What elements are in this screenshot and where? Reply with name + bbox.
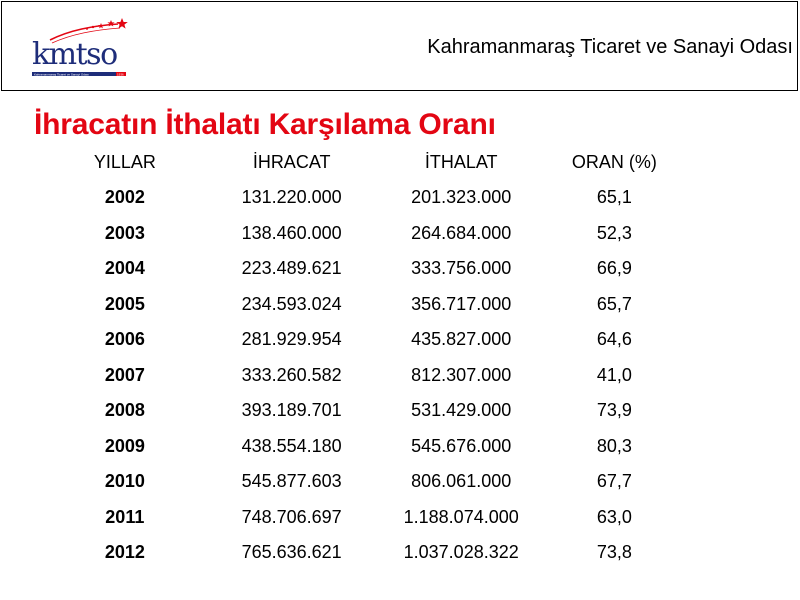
- export-cell: 333.260.582: [241, 364, 342, 385]
- import-cell: 1.188.074.000: [403, 506, 519, 527]
- export-cell: 748.706.697: [241, 506, 342, 527]
- table-row: 2004 223.489.621 333.756.000 66,9: [70, 251, 710, 287]
- organization-name: Kahramanmaraş Ticaret ve Sanayi Odası: [427, 36, 793, 58]
- table-row: 2008 393.189.701 531.429.000 73,9: [70, 393, 710, 429]
- year-cell: 2007: [104, 364, 145, 385]
- import-cell: 264.684.000: [411, 222, 512, 243]
- header-import: İTHALAT: [424, 152, 498, 172]
- export-cell: 545.877.603: [241, 471, 342, 492]
- ratio-cell: 64,6: [596, 329, 632, 350]
- table-row: 2005 234.593.024 356.717.000 65,7: [70, 287, 710, 323]
- year-cell: 2010: [104, 471, 145, 492]
- import-cell: 806.061.000: [411, 471, 512, 492]
- year-cell: 2008: [104, 400, 145, 421]
- svg-text:1936: 1936: [117, 72, 124, 76]
- ratio-cell: 73,8: [596, 542, 632, 563]
- import-cell: 333.756.000: [411, 258, 512, 279]
- table-row: 2009 438.554.180 545.676.000 80,3: [70, 429, 710, 465]
- header-years: YILLAR: [93, 152, 156, 172]
- year-cell: 2011: [105, 506, 145, 527]
- ratio-cell: 63,0: [596, 506, 632, 527]
- ratio-cell: 41,0: [596, 364, 632, 385]
- export-cell: 438.554.180: [241, 435, 342, 456]
- year-cell: 2012: [104, 542, 145, 563]
- header-export: İHRACAT: [252, 152, 331, 172]
- export-cell: 281.929.954: [241, 329, 342, 350]
- header-ratio: ORAN (%): [571, 152, 657, 172]
- ratio-cell: 52,3: [596, 222, 632, 243]
- year-cell: 2005: [104, 293, 145, 314]
- table-row: 2011 748.706.697 1.188.074.000 63,0: [70, 500, 710, 536]
- table-row: 2010 545.877.603 806.061.000 67,7: [70, 464, 710, 500]
- table-row: 2003 138.460.000 264.684.000 52,3: [70, 216, 710, 252]
- export-cell: 765.636.621: [241, 542, 342, 563]
- import-cell: 545.676.000: [411, 435, 512, 456]
- import-cell: 435.827.000: [411, 329, 512, 350]
- table-row: 2012 765.636.621 1.037.028.322 73,8: [70, 535, 710, 571]
- export-cell: 223.489.621: [241, 258, 342, 279]
- year-cell: 2009: [104, 435, 145, 456]
- ratio-cell: 67,7: [596, 471, 632, 492]
- import-cell: 531.429.000: [411, 400, 512, 421]
- ratio-cell: 65,1: [596, 187, 632, 208]
- import-cell: 356.717.000: [411, 293, 512, 314]
- import-cell: 1.037.028.322: [403, 542, 519, 563]
- table-row: 2002 131.220.000 201.323.000 65,1: [70, 180, 710, 216]
- export-cell: 234.593.024: [241, 293, 342, 314]
- table-row: 2007 333.260.582 812.307.000 41,0: [70, 358, 710, 394]
- year-cell: 2006: [104, 329, 145, 350]
- header-banner: kmtso Kahramanmaraş Ticaret ve Sanayi Od…: [1, 1, 798, 91]
- import-cell: 812.307.000: [411, 364, 512, 385]
- svg-text:kmtso: kmtso: [32, 37, 117, 72]
- ratio-cell: 66,9: [596, 258, 632, 279]
- import-cell: 201.323.000: [411, 187, 512, 208]
- ratio-cell: 65,7: [596, 293, 632, 314]
- kmtso-logo: kmtso Kahramanmaraş Ticaret ve Sanayi Od…: [32, 18, 128, 76]
- year-cell: 2003: [104, 222, 145, 243]
- year-cell: 2002: [104, 187, 145, 208]
- table-header-row: YILLAR İHRACAT İTHALAT ORAN (%): [70, 145, 710, 180]
- year-cell: 2004: [104, 258, 145, 279]
- export-cell: 138.460.000: [241, 222, 342, 243]
- table-row: 2006 281.929.954 435.827.000 64,6: [70, 322, 710, 358]
- export-cell: 393.189.701: [241, 400, 342, 421]
- ratio-cell: 80,3: [596, 435, 632, 456]
- page-title: İhracatın İthalatı Karşılama Oranı: [34, 108, 496, 141]
- export-import-table: YILLAR İHRACAT İTHALAT ORAN (%) 2002 131…: [70, 145, 710, 571]
- ratio-cell: 73,9: [596, 400, 632, 421]
- svg-text:Kahramanmaraş Ticaret ve Sanay: Kahramanmaraş Ticaret ve Sanayi Odası: [34, 72, 89, 76]
- export-cell: 131.220.000: [241, 187, 342, 208]
